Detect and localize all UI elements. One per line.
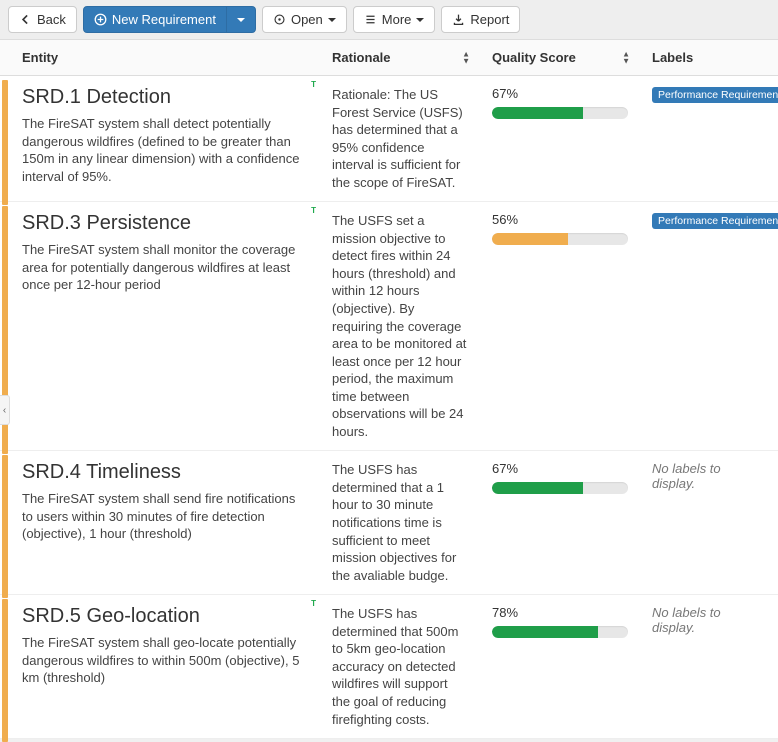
labels-cell: Performance Requirement: [640, 202, 778, 451]
quality-progress: [492, 482, 628, 494]
quality-cell: 56%: [480, 202, 640, 451]
entity-title[interactable]: SRD.5 Geo-location: [22, 605, 308, 628]
new-requirement-button[interactable]: New Requirement: [83, 6, 227, 33]
t-marker: T: [311, 80, 316, 89]
table-row[interactable]: TSRD.1 Detection The FireSAT system shall…: [0, 76, 778, 202]
row-stripe: [2, 599, 8, 742]
entity-title[interactable]: SRD.1 Detection: [22, 86, 308, 109]
quality-percent: 56%: [492, 212, 628, 227]
sort-icon: ▲▼: [462, 51, 470, 64]
toolbar: Back New Requirement Open More Report: [0, 0, 778, 40]
row-stripe-cell: [0, 595, 10, 739]
chevron-left-icon: ‹: [3, 405, 6, 416]
table-row[interactable]: TSRD.5 Geo-location The FireSAT system sh…: [0, 595, 778, 739]
col-stripe-header: [0, 40, 10, 76]
quality-percent: 78%: [492, 605, 628, 620]
col-entity-header[interactable]: Entity: [10, 40, 320, 76]
no-labels-text: No labels to display.: [652, 605, 721, 635]
report-label: Report: [470, 12, 509, 27]
entity-cell: TSRD.1 Detection The FireSAT system shall…: [10, 76, 320, 202]
report-button[interactable]: Report: [441, 6, 520, 33]
labels-cell: No labels to display.: [640, 451, 778, 595]
t-marker: T: [311, 206, 316, 215]
requirements-table: Entity Rationale ▲▼ Quality Score ▲▼ Lab…: [0, 40, 778, 739]
quality-progress: [492, 233, 628, 245]
labels-cell: Performance Requirement: [640, 76, 778, 202]
row-stripe: [2, 80, 8, 205]
sort-icon: ▲▼: [622, 51, 630, 64]
side-expand-tab[interactable]: ‹: [0, 395, 10, 425]
labels-cell: No labels to display.: [640, 595, 778, 739]
more-button[interactable]: More: [353, 6, 436, 33]
rationale-text: The USFS has determined that 500m to 5km…: [332, 605, 468, 728]
more-label: More: [382, 12, 412, 27]
table-row[interactable]: SRD.4 Timeliness The FireSAT system shall…: [0, 451, 778, 595]
list-icon: [364, 13, 377, 26]
entity-description: The FireSAT system shall geo-locate pote…: [22, 634, 308, 687]
quality-progress-bar: [492, 233, 568, 245]
quality-cell: 67%: [480, 76, 640, 202]
rationale-cell: The USFS has determined that a 1 hour to…: [320, 451, 480, 595]
caret-down-icon: [328, 18, 336, 22]
rationale-cell: Rationale: The US Forest Service (USFS) …: [320, 76, 480, 202]
back-label: Back: [37, 12, 66, 27]
no-labels-text: No labels to display.: [652, 461, 721, 491]
plus-circle-icon: [94, 13, 107, 26]
entity-cell: SRD.4 Timeliness The FireSAT system shall…: [10, 451, 320, 595]
quality-percent: 67%: [492, 86, 628, 101]
label-badge[interactable]: Performance Requirement: [652, 213, 778, 229]
new-requirement-dropdown[interactable]: [227, 6, 256, 33]
quality-progress-bar: [492, 626, 598, 638]
col-labels-header[interactable]: Labels: [640, 40, 778, 76]
entity-description: The FireSAT system shall monitor the cov…: [22, 241, 308, 294]
col-rationale-header[interactable]: Rationale ▲▼: [320, 40, 480, 76]
new-requirement-group: New Requirement: [83, 6, 256, 33]
entity-description: The FireSAT system shall detect potentia…: [22, 115, 308, 185]
entity-title[interactable]: SRD.4 Timeliness: [22, 461, 308, 484]
open-target-icon: [273, 13, 286, 26]
entity-cell: TSRD.3 Persistence The FireSAT system sha…: [10, 202, 320, 451]
entity-description: The FireSAT system shall send fire notif…: [22, 490, 308, 543]
open-label: Open: [291, 12, 323, 27]
quality-percent: 67%: [492, 461, 628, 476]
row-stripe-cell: [0, 451, 10, 595]
arrow-left-icon: [19, 13, 32, 26]
download-icon: [452, 13, 465, 26]
quality-cell: 78%: [480, 595, 640, 739]
caret-down-icon: [416, 18, 424, 22]
row-stripe: [2, 455, 8, 598]
open-button[interactable]: Open: [262, 6, 347, 33]
quality-progress: [492, 107, 628, 119]
rationale-cell: The USFS has determined that 500m to 5km…: [320, 595, 480, 739]
table-row[interactable]: TSRD.3 Persistence The FireSAT system sha…: [0, 202, 778, 451]
back-button[interactable]: Back: [8, 6, 77, 33]
quality-progress: [492, 626, 628, 638]
rationale-cell: The USFS set a mission objective to dete…: [320, 202, 480, 451]
entity-cell: TSRD.5 Geo-location The FireSAT system sh…: [10, 595, 320, 739]
entity-title[interactable]: SRD.3 Persistence: [22, 212, 308, 235]
rationale-text: Rationale: The US Forest Service (USFS) …: [332, 86, 468, 191]
caret-down-icon: [237, 18, 245, 22]
rationale-text: The USFS set a mission objective to dete…: [332, 212, 468, 440]
row-stripe-cell: [0, 76, 10, 202]
label-badge[interactable]: Performance Requirement: [652, 87, 778, 103]
quality-cell: 67%: [480, 451, 640, 595]
rationale-text: The USFS has determined that a 1 hour to…: [332, 461, 468, 584]
col-quality-header[interactable]: Quality Score ▲▼: [480, 40, 640, 76]
quality-progress-bar: [492, 482, 583, 494]
requirements-table-wrap: Entity Rationale ▲▼ Quality Score ▲▼ Lab…: [0, 40, 778, 739]
new-requirement-label: New Requirement: [112, 12, 216, 27]
t-marker: T: [311, 599, 316, 608]
quality-progress-bar: [492, 107, 583, 119]
